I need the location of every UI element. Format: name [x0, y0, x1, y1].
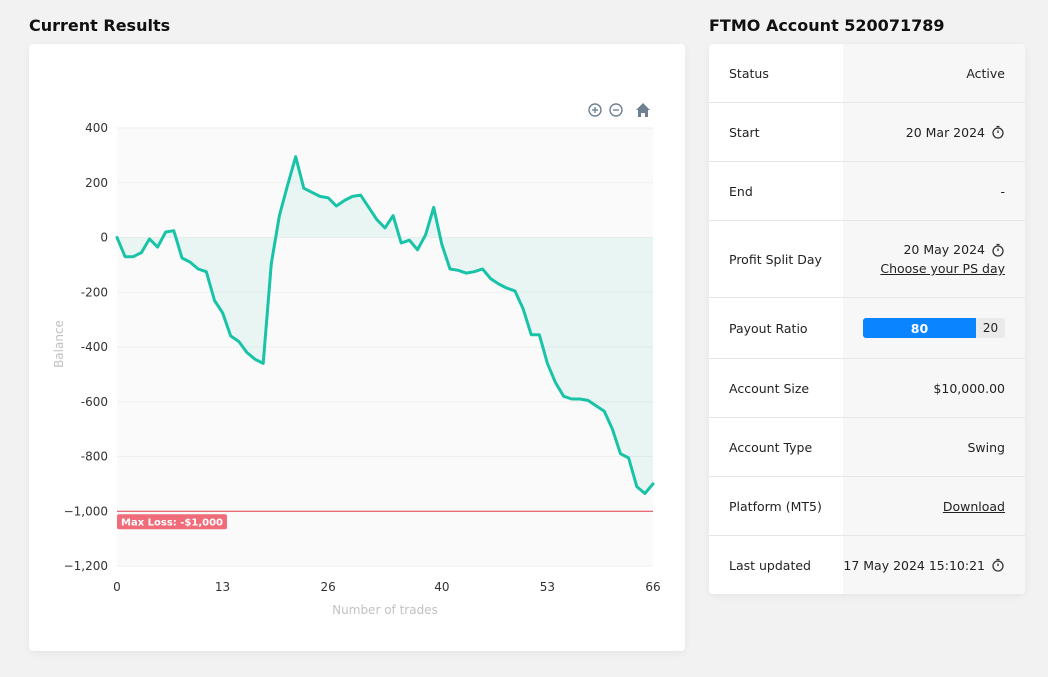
chart-card: Max Loss: -$1,000 400 200 0 -200 -400 -600 -80… — [29, 44, 685, 651]
y-tick-label: −1,000 — [64, 504, 108, 518]
status-label: Status — [709, 44, 843, 102]
y-tick-label: 400 — [85, 121, 108, 135]
status-value: Active — [966, 65, 1005, 81]
account-size-row: Account Size $10,000.00 — [709, 359, 1025, 418]
payout-ftmo-share: 20 — [976, 318, 1005, 338]
y-tick-label: -600 — [81, 395, 108, 409]
y-tick-label: 0 — [100, 231, 108, 245]
y-tick-label: -200 — [81, 285, 108, 299]
end-value: - — [1000, 183, 1005, 199]
choose-ps-day-link[interactable]: Choose your PS day — [880, 261, 1005, 276]
account-type-label: Account Type — [709, 418, 843, 476]
x-tick-label: 40 — [434, 580, 449, 594]
balance-line — [115, 155, 655, 495]
y-tick-label: -800 — [81, 450, 108, 464]
y-axis-title: Balance — [52, 320, 66, 368]
last-updated-label: Last updated — [709, 536, 843, 594]
profit-split-label: Profit Split Day — [709, 221, 843, 297]
start-row: Start 20 Mar 2024 — [709, 103, 1025, 162]
max-loss-label: Max Loss: -$1,000 — [121, 517, 223, 528]
payout-ratio-label: Payout Ratio — [709, 298, 843, 358]
timer-icon — [992, 125, 1004, 139]
payout-trader-share: 80 — [863, 318, 976, 338]
end-label: End — [709, 162, 843, 220]
start-label: Start — [709, 103, 843, 161]
x-axis-title: Number of trades — [332, 603, 438, 617]
home-reset-icon[interactable] — [636, 103, 650, 117]
start-value: 20 Mar 2024 — [905, 124, 985, 140]
profit-split-row: Profit Split Day 20 May 2024 Choose your… — [709, 221, 1025, 298]
x-tick-label: 13 — [215, 580, 230, 594]
account-type-value: Swing — [967, 439, 1006, 455]
download-link[interactable]: Download — [942, 498, 1005, 514]
account-size-label: Account Size — [709, 359, 843, 417]
platform-label: Platform (MT5) — [709, 477, 843, 535]
account-info-card: Status Active Start 20 Mar 2024 End - Pr… — [709, 44, 1025, 594]
platform-row: Platform (MT5) Download — [709, 477, 1025, 536]
last-updated-value: 17 May 2024 15:10:21 — [843, 557, 985, 573]
x-tick-label: 66 — [645, 580, 660, 594]
payout-ratio-row: Payout Ratio 80 20 — [709, 298, 1025, 359]
status-row: Status Active — [709, 44, 1025, 103]
balance-chart: Max Loss: -$1,000 4002000-200-400-600-80… — [52, 103, 661, 617]
zoom-out-icon[interactable] — [609, 103, 623, 117]
timer-icon — [992, 243, 1004, 257]
balance-area — [117, 156, 653, 494]
max-loss-badge: Max Loss: -$1,000 — [117, 514, 227, 530]
account-title: FTMO Account 520071789 — [709, 16, 945, 35]
account-type-row: Account Type Swing — [709, 418, 1025, 477]
y-tick-label: 200 — [85, 176, 108, 190]
x-tick-label: 53 — [540, 580, 555, 594]
timer-icon — [992, 558, 1004, 572]
y-tick-label: -400 — [81, 340, 108, 354]
x-tick-label: 0 — [113, 580, 121, 594]
account-size-value: $10,000.00 — [933, 380, 1005, 396]
last-updated-row: Last updated 17 May 2024 15:10:21 — [709, 536, 1025, 594]
x-tick-label: 26 — [321, 580, 336, 594]
zoom-in-icon[interactable] — [588, 103, 602, 117]
payout-ratio-bar: 80 20 — [863, 318, 1005, 338]
current-results-title: Current Results — [29, 16, 171, 35]
end-row: End - — [709, 162, 1025, 221]
profit-split-value: 20 May 2024 — [903, 242, 985, 257]
y-tick-label: −1,200 — [64, 559, 108, 573]
